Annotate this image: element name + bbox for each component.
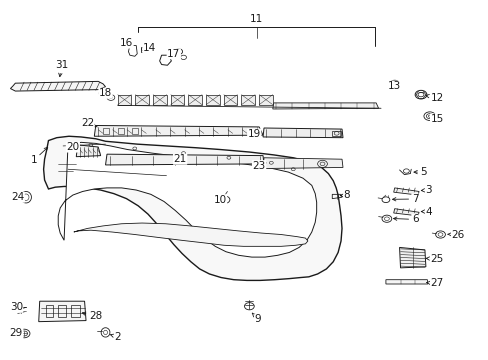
Text: 9: 9 [252,313,261,324]
Text: 28: 28 [82,311,102,321]
Polygon shape [385,280,427,284]
Text: 30: 30 [10,302,23,312]
Polygon shape [259,95,272,105]
Text: 15: 15 [429,114,443,124]
Text: 25: 25 [426,254,443,264]
Text: 1: 1 [30,147,48,165]
Polygon shape [76,145,101,157]
Polygon shape [263,158,342,168]
Text: 12: 12 [425,93,443,103]
Polygon shape [205,95,219,105]
Text: 7: 7 [392,194,418,204]
Circle shape [109,96,112,99]
Polygon shape [241,95,255,105]
Polygon shape [94,126,263,136]
Polygon shape [393,209,418,216]
Text: 11: 11 [249,14,263,24]
Polygon shape [10,81,105,91]
Polygon shape [188,95,202,105]
Text: 31: 31 [55,60,68,77]
Polygon shape [224,95,237,105]
Polygon shape [105,154,264,165]
Text: 10: 10 [213,195,226,205]
Polygon shape [393,188,418,195]
Text: 18: 18 [99,88,112,98]
Text: 17: 17 [167,49,180,59]
Text: 21: 21 [173,154,186,164]
Polygon shape [263,128,342,138]
Text: 27: 27 [426,278,443,288]
Text: 2: 2 [110,332,121,342]
Polygon shape [272,103,378,109]
Text: 20: 20 [66,142,79,152]
Text: 19: 19 [247,129,261,139]
Polygon shape [74,223,307,246]
Circle shape [177,50,180,53]
Text: 22: 22 [81,118,97,128]
Text: 8: 8 [340,190,349,200]
Polygon shape [399,247,425,268]
Text: 6: 6 [393,215,418,224]
Polygon shape [170,95,184,105]
Polygon shape [39,301,86,321]
Polygon shape [43,136,341,280]
Text: 23: 23 [252,161,266,171]
Text: 5: 5 [413,167,427,177]
Polygon shape [58,142,316,257]
Text: 29: 29 [10,328,23,338]
Text: 14: 14 [142,43,156,53]
Polygon shape [135,95,149,105]
Polygon shape [118,95,131,105]
Text: 4: 4 [421,207,431,217]
Text: 24: 24 [11,192,24,202]
Text: 26: 26 [447,230,464,239]
Text: 3: 3 [421,185,431,195]
Text: 16: 16 [120,38,133,48]
Polygon shape [153,95,166,105]
Text: 13: 13 [387,81,401,91]
